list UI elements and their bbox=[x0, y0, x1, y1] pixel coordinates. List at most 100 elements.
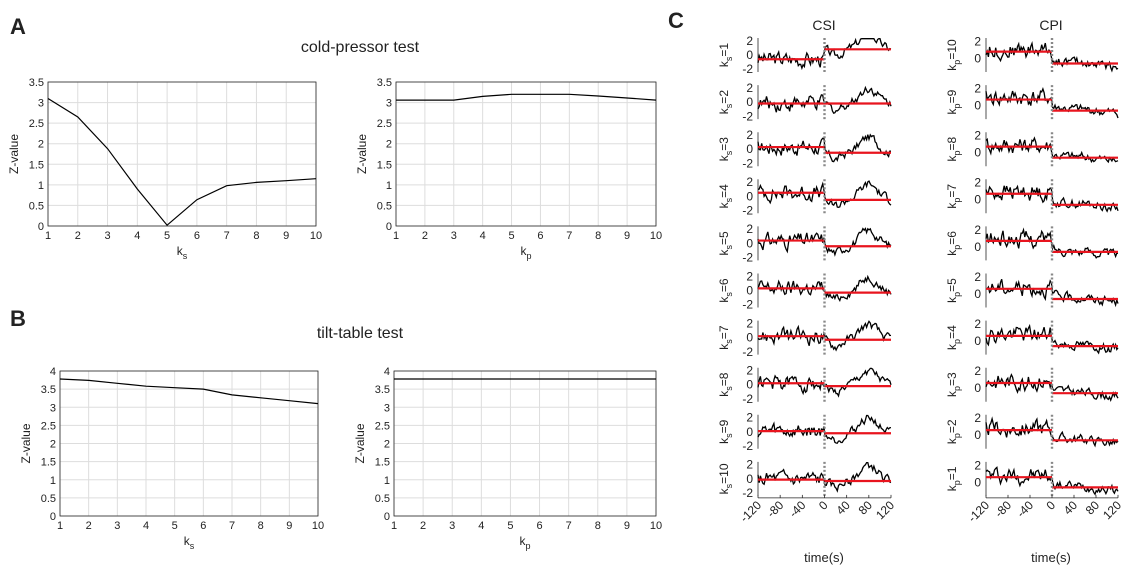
x-axis-label-subscript: s bbox=[190, 541, 195, 551]
y-tick-label: -2 bbox=[742, 345, 753, 359]
series-line bbox=[59, 378, 319, 405]
y-tick-label: 0.5 bbox=[377, 200, 392, 212]
axes-frame bbox=[59, 370, 319, 517]
row-label-value: =1 bbox=[717, 43, 731, 57]
x-tick-label: 8 bbox=[595, 230, 601, 242]
y-tick-label: 3.5 bbox=[29, 77, 44, 89]
x-axis-label-subscript: p bbox=[525, 541, 530, 551]
row-label: kp=4 bbox=[945, 325, 962, 350]
y-tick-label: 3.5 bbox=[377, 77, 392, 89]
x-tick-label: 1 bbox=[393, 230, 399, 242]
chart-a-left: 1 2 3 4 5 6 7 8 9 10 0 0.5 1 1.5 2 2.5 3 3.5 ks Z-value bbox=[7, 77, 322, 261]
x-tick-label: 1 bbox=[57, 520, 63, 532]
y-tick-label: 0 bbox=[746, 142, 753, 156]
y-tick-label: 0 bbox=[974, 334, 981, 348]
row-label-subscript: s bbox=[724, 244, 734, 249]
x-tick-label: 40 bbox=[833, 498, 853, 518]
y-tick-label: 0 bbox=[974, 193, 981, 207]
x-tick-label: 3 bbox=[449, 520, 455, 532]
x-tick-label: 8 bbox=[258, 520, 264, 532]
y-tick-label: 2 bbox=[974, 411, 981, 425]
y-tick-label: 3 bbox=[50, 402, 56, 414]
row-label-value: =8 bbox=[717, 372, 731, 386]
panel-letter-c: C bbox=[668, 8, 684, 33]
y-tick-label: 0.5 bbox=[375, 493, 390, 505]
x-tick-label: 9 bbox=[286, 520, 292, 532]
y-tick-label: 2 bbox=[974, 82, 981, 96]
y-tick-label: 2 bbox=[746, 316, 753, 330]
x-tick-label: 7 bbox=[566, 520, 572, 532]
axes-frame bbox=[393, 370, 657, 517]
row-label: kp=5 bbox=[945, 278, 962, 303]
csi-row-8: -202 ks=8 bbox=[717, 364, 892, 406]
y-tick-label: 2 bbox=[746, 269, 753, 283]
x-tick-label: 6 bbox=[194, 230, 200, 242]
x-axis-label: kp bbox=[520, 244, 531, 261]
x-tick-label: 40 bbox=[1061, 498, 1081, 518]
row-label: ks=3 bbox=[717, 137, 734, 162]
x-axis-label-subscript: s bbox=[183, 251, 188, 261]
row-label-subscript: s bbox=[724, 56, 734, 61]
x-tick-label: 5 bbox=[164, 230, 170, 242]
row-label: kp=3 bbox=[945, 372, 962, 397]
y-tick-label: 2 bbox=[746, 458, 753, 472]
row-label: ks=4 bbox=[717, 184, 734, 209]
row-label-value: =1 bbox=[945, 466, 959, 480]
csi-row-4: -202 ks=4 bbox=[717, 175, 892, 217]
x-tick-label: 2 bbox=[75, 230, 81, 242]
row-label: kp=1 bbox=[945, 466, 962, 491]
y-tick-label: 2.5 bbox=[377, 118, 392, 130]
panel-letter-a: A bbox=[10, 14, 26, 39]
y-tick-label: 2 bbox=[974, 34, 981, 48]
row-label-subscript: p bbox=[952, 292, 962, 297]
series-line bbox=[47, 97, 317, 227]
row-label-value: =10 bbox=[945, 39, 959, 60]
x-tick-label: -120 bbox=[737, 498, 764, 525]
y-axis-label: Z-value bbox=[355, 134, 369, 174]
y-tick-label: 0 bbox=[974, 51, 981, 65]
axes-frame bbox=[47, 81, 317, 227]
row-label: kp=6 bbox=[945, 231, 962, 256]
y-tick-label: 3 bbox=[386, 98, 392, 110]
y-tick-label: 2 bbox=[746, 175, 753, 189]
row-label-subscript: p bbox=[952, 339, 962, 344]
x-tick-label: 3 bbox=[104, 230, 110, 242]
y-tick-label: 1 bbox=[50, 475, 56, 487]
row-label-subscript: p bbox=[952, 103, 962, 108]
row-label-value: =5 bbox=[717, 231, 731, 245]
row-label-subscript: p bbox=[952, 386, 962, 391]
row-label-value: =6 bbox=[717, 278, 731, 292]
row-label-subscript: s bbox=[724, 433, 734, 438]
csi-row-2: -202 ks=2 bbox=[717, 81, 892, 123]
y-tick-label: 2 bbox=[974, 129, 981, 143]
y-tick-label: 4 bbox=[50, 366, 56, 378]
cpi-row-8: 0 2 kp=3 bbox=[945, 364, 1119, 403]
y-tick-label: -2 bbox=[742, 109, 753, 123]
csi-xlabel: time(s) bbox=[804, 550, 844, 565]
row-label-value: =6 bbox=[945, 231, 959, 245]
y-tick-label: -2 bbox=[742, 392, 753, 406]
x-tick-label: 7 bbox=[229, 520, 235, 532]
csi-column-title: CSI bbox=[812, 17, 835, 33]
csi-row-7: -202 ks=7 bbox=[717, 316, 892, 359]
x-tick-label: -80 bbox=[764, 498, 786, 520]
cpi-row-4: 0 2 kp=7 bbox=[945, 176, 1119, 214]
cpi-row-9: 0 2 kp=2 bbox=[945, 411, 1119, 449]
csi-row-10: -202 ks=10 bbox=[717, 458, 892, 500]
row-label-value: =3 bbox=[945, 372, 959, 386]
y-tick-label: -2 bbox=[742, 203, 753, 217]
row-label: ks=1 bbox=[717, 43, 734, 68]
x-tick-label: -120 bbox=[965, 498, 992, 525]
x-tick-label: 3 bbox=[451, 230, 457, 242]
y-tick-label: 2 bbox=[974, 270, 981, 284]
x-tick-label: 1 bbox=[45, 230, 51, 242]
x-tick-label: 2 bbox=[86, 520, 92, 532]
y-tick-label: 2 bbox=[974, 223, 981, 237]
y-tick-label: 2 bbox=[386, 139, 392, 151]
x-tick-label: -80 bbox=[992, 498, 1014, 520]
series-line bbox=[396, 93, 657, 101]
cpi-row-2: 0 2 kp=9 bbox=[945, 82, 1119, 120]
y-tick-label: 2 bbox=[974, 458, 981, 472]
